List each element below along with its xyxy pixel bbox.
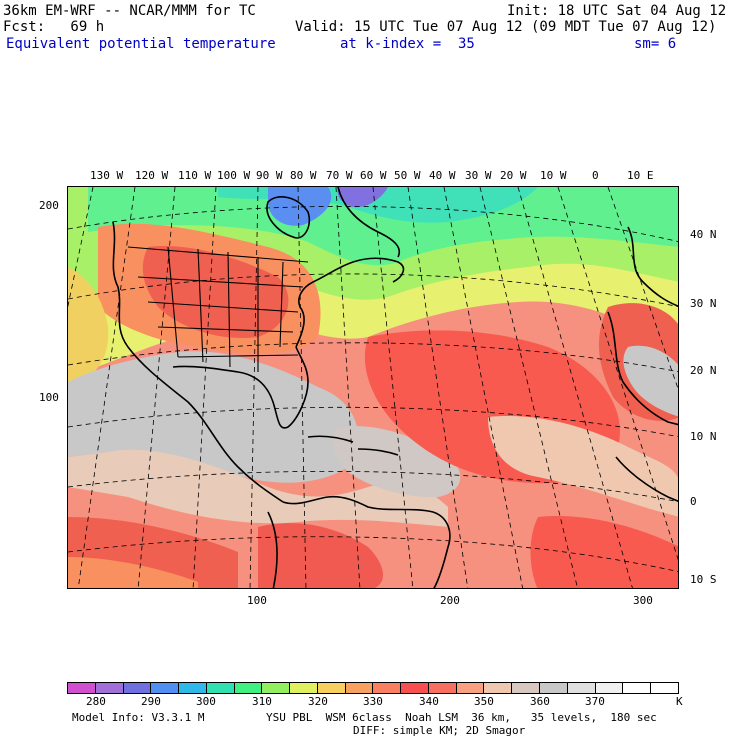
colorbar-unit: K <box>676 695 683 708</box>
field-usa-red <box>142 246 289 338</box>
physics-info: YSU PBL WSM 6class Noah LSM 36 km, 35 le… <box>266 711 657 724</box>
smoothing: sm= 6 <box>634 36 677 52</box>
field-africa-gray <box>623 345 678 417</box>
header-title: 36km EM-WRF -- NCAR/MMM for TC <box>3 3 256 19</box>
grid-y-label: 200 <box>39 199 59 212</box>
lon-label: 30 W <box>465 169 492 182</box>
map-canvas <box>68 187 678 588</box>
diffusion-info: DIFF: simple KM; 2D Smagor <box>353 724 526 737</box>
colorbar-segment <box>206 683 235 693</box>
colorbar-segment <box>95 683 124 693</box>
lon-label: 60 W <box>360 169 387 182</box>
lat-label: 10 S <box>690 573 717 586</box>
color-scale-bar <box>67 682 679 694</box>
init-time: Init: 18 UTC Sat 04 Aug 12 <box>507 3 727 19</box>
colorbar-segment <box>317 683 346 693</box>
colorbar-segment <box>151 683 180 693</box>
colorbar-segment <box>401 683 429 693</box>
lon-label: 120 W <box>135 169 169 182</box>
colorbar-label: 340 <box>419 695 439 708</box>
field-name: Equivalent potential temperature <box>6 36 276 52</box>
lon-label: 0 <box>592 169 599 182</box>
colorbar-segment <box>428 683 457 693</box>
colorbar-label: 350 <box>474 695 494 708</box>
lon-label: 10 W <box>540 169 567 182</box>
colorbar-segment <box>373 683 402 693</box>
colorbar-segment <box>290 683 318 693</box>
colorbar-segment <box>68 683 96 693</box>
colorbar-segment <box>595 683 624 693</box>
colorbar-label: 330 <box>363 695 383 708</box>
colorbar-segment <box>540 683 568 693</box>
lat-label: 20 N <box>690 364 717 377</box>
forecast-hour: Fcst: 69 h <box>3 19 105 35</box>
lon-label: 100 W <box>217 169 251 182</box>
field-band-green <box>88 187 678 266</box>
field-gray-west <box>68 351 358 483</box>
field-cold-purple <box>337 187 388 208</box>
colorbar-segment <box>512 683 541 693</box>
colorbar-segment <box>345 683 374 693</box>
lat-label: 10 N <box>690 430 717 443</box>
field-gray-beige <box>68 449 448 527</box>
lon-label: 40 W <box>429 169 456 182</box>
colorbar-label: 360 <box>530 695 550 708</box>
colorbar-segment <box>456 683 485 693</box>
lat-label: 30 N <box>690 297 717 310</box>
lat-label: 0 <box>690 495 697 508</box>
valid-time: Valid: 15 UTC Tue 07 Aug 12 (09 MDT Tue … <box>295 19 717 35</box>
colorbar-segment <box>484 683 513 693</box>
lon-label: 110 W <box>178 169 212 182</box>
field-south-orange <box>68 557 198 588</box>
colorbar-label: 310 <box>252 695 272 708</box>
field-gray-east <box>332 426 461 498</box>
lon-label: 90 W <box>256 169 283 182</box>
grid-x-label: 100 <box>247 594 267 607</box>
colorbar-label: 300 <box>196 695 216 708</box>
field-se-red <box>530 516 678 588</box>
colorbar-segment <box>623 683 652 693</box>
grid-y-label: 100 <box>39 391 59 404</box>
colorbar-segment <box>123 683 152 693</box>
colorbar-segment <box>234 683 263 693</box>
grid-x-label: 200 <box>440 594 460 607</box>
lon-label: 50 W <box>394 169 421 182</box>
colorbar-segment <box>179 683 207 693</box>
lon-label: 70 W <box>326 169 353 182</box>
political-boundaries <box>127 246 309 372</box>
lon-label: 130 W <box>90 169 124 182</box>
field-atlantic-beige <box>488 416 678 517</box>
field-sa-red <box>258 523 383 588</box>
model-info: Model Info: V3.3.1 M <box>72 711 205 724</box>
lon-label: 10 E <box>627 169 654 182</box>
graticule <box>68 187 678 588</box>
colorbar-label: 370 <box>585 695 605 708</box>
lon-label: 20 W <box>500 169 527 182</box>
colorbar-label: 290 <box>141 695 161 708</box>
coastlines <box>112 187 678 588</box>
level-index: at k-index = 35 <box>340 36 475 52</box>
colorbar-segment <box>651 683 678 693</box>
theta-e-map <box>67 186 679 589</box>
lon-label: 80 W <box>290 169 317 182</box>
colorbar-segment <box>262 683 291 693</box>
colorbar-label: 280 <box>86 695 106 708</box>
grid-x-label: 300 <box>633 594 653 607</box>
colorbar-segment <box>567 683 596 693</box>
colorbar-label: 320 <box>308 695 328 708</box>
lat-label: 40 N <box>690 228 717 241</box>
